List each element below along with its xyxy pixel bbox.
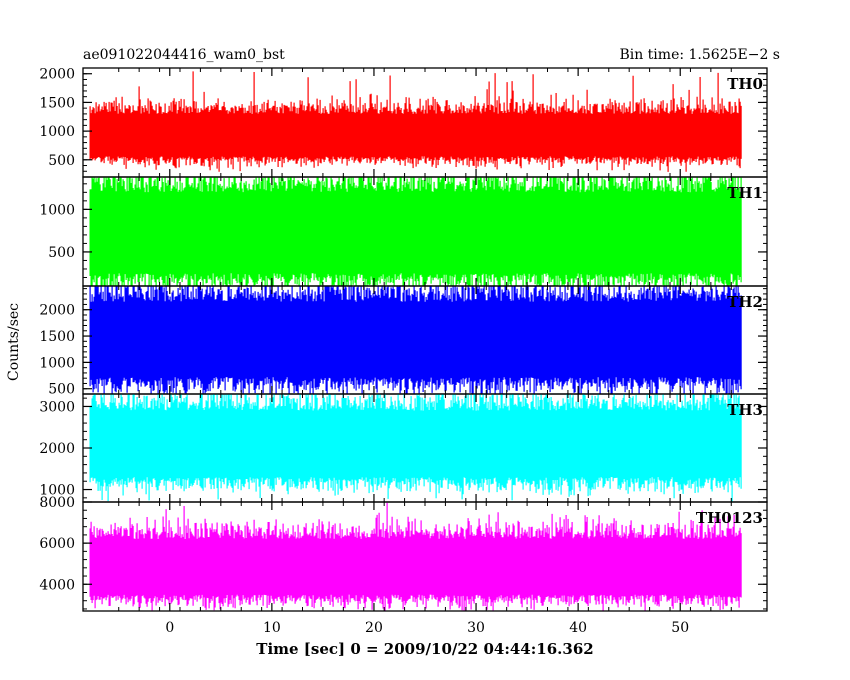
y-tick-label: 500 xyxy=(48,153,75,169)
x-tick-label: 30 xyxy=(467,620,485,636)
series-th0123-band xyxy=(90,543,742,591)
y-tick-label: 1000 xyxy=(39,202,75,218)
y-tick-label: 6000 xyxy=(39,536,75,552)
y-tick-label: 2000 xyxy=(39,67,75,83)
series-label-th0123: TH0123 xyxy=(696,509,763,527)
chart-title: ae091022044416_wam0_bst xyxy=(83,47,285,63)
y-tick-label: 3000 xyxy=(39,399,75,415)
x-tick-label: 50 xyxy=(671,620,689,636)
x-tick-label: 20 xyxy=(365,620,383,636)
y-tick-label: 500 xyxy=(48,245,75,261)
series-th1-band xyxy=(90,198,742,268)
series-label-th2: TH2 xyxy=(727,293,763,311)
panels: 500100015002000TH05001000TH1500100015002… xyxy=(39,67,768,636)
y-tick-label: 1000 xyxy=(39,355,75,371)
y-tick-label: 1000 xyxy=(39,483,75,499)
x-tick-label: 10 xyxy=(263,620,281,636)
series-label-th0: TH0 xyxy=(727,75,763,93)
x-axis-label: Time [sec] 0 = 2009/10/22 04:44:16.362 xyxy=(256,640,593,658)
y-tick-label: 2000 xyxy=(39,303,75,319)
series-th3-band xyxy=(90,415,742,473)
series-label-th1: TH1 xyxy=(727,184,763,202)
y-tick-label: 500 xyxy=(48,382,75,398)
y-tick-label: 1500 xyxy=(39,95,75,111)
series-th0-band xyxy=(90,117,742,154)
y-tick-label: 2000 xyxy=(39,441,75,457)
series-th2-band xyxy=(90,307,742,372)
y-tick-label: 1500 xyxy=(39,329,75,345)
y-tick-label: 1000 xyxy=(39,124,75,140)
series-label-th3: TH3 xyxy=(727,401,763,419)
y-axis-label: Counts/sec xyxy=(6,303,22,381)
x-tick-label: 40 xyxy=(569,620,587,636)
x-tick-label: 0 xyxy=(165,620,174,636)
y-tick-label: 4000 xyxy=(39,577,75,593)
y-tick-label: 8000 xyxy=(39,495,75,511)
bin-time-label: Bin time: 1.5625E−2 s xyxy=(619,47,780,63)
